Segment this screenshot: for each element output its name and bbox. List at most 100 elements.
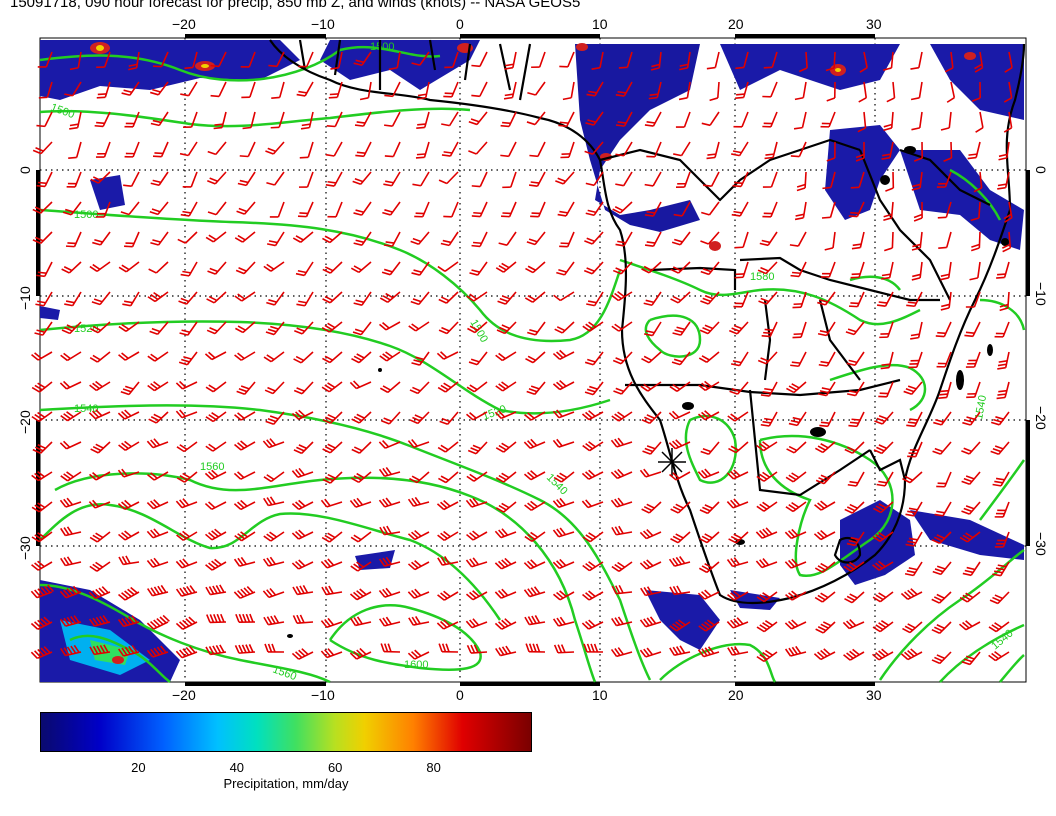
wind-barb bbox=[233, 556, 256, 567]
wind-barb bbox=[320, 617, 343, 628]
wind-barb bbox=[697, 589, 720, 600]
wind-barb bbox=[908, 351, 923, 369]
wind-barb bbox=[814, 591, 836, 603]
wind-barb bbox=[582, 561, 604, 572]
wind-barb bbox=[556, 261, 575, 276]
wind-barb bbox=[471, 231, 488, 248]
wind-barb bbox=[591, 51, 604, 70]
wind-barb bbox=[204, 351, 227, 361]
wind-barb bbox=[268, 51, 285, 68]
wind-barb bbox=[59, 380, 82, 390]
wind-barb bbox=[118, 440, 140, 451]
wind-barb bbox=[437, 590, 459, 601]
wind-barb bbox=[407, 588, 430, 599]
wind-barb bbox=[322, 351, 343, 364]
wind-barb bbox=[436, 619, 459, 630]
wind-barb bbox=[905, 501, 923, 517]
wind-barb bbox=[826, 81, 836, 102]
wind-barb bbox=[264, 643, 285, 653]
wind-barb bbox=[30, 646, 53, 660]
wind-barb bbox=[842, 619, 865, 630]
wind-barb bbox=[60, 526, 82, 537]
wind-barb bbox=[757, 351, 778, 365]
wind-barb bbox=[353, 231, 372, 246]
wind-barb bbox=[726, 498, 749, 509]
wind-barb bbox=[502, 171, 517, 189]
wind-barb bbox=[970, 201, 981, 222]
wind-barb bbox=[439, 411, 459, 425]
wind-barb bbox=[469, 261, 488, 276]
wind-barb bbox=[291, 529, 314, 540]
wind-barb bbox=[36, 171, 53, 188]
wind-barb bbox=[582, 321, 604, 332]
wind-barb bbox=[31, 351, 53, 361]
wind-barb bbox=[581, 410, 604, 421]
wind-barb bbox=[1003, 81, 1013, 103]
wind-barb bbox=[962, 561, 981, 577]
lon-label: 0 bbox=[456, 16, 464, 32]
wind-barb bbox=[147, 381, 169, 392]
wind-barb bbox=[31, 560, 53, 571]
wind-barb bbox=[32, 441, 53, 454]
wind-barb bbox=[146, 557, 169, 568]
axis-bars bbox=[36, 34, 1030, 686]
contour-label: 1560 bbox=[200, 461, 224, 473]
wind-barb bbox=[495, 645, 517, 657]
wind-barb bbox=[880, 351, 894, 370]
wind-barb bbox=[206, 321, 227, 335]
lon-label: −10 bbox=[311, 687, 335, 700]
wind-barb bbox=[531, 51, 546, 69]
wind-barb bbox=[466, 471, 488, 482]
wind-barb bbox=[89, 644, 111, 656]
wind-barb bbox=[328, 81, 343, 99]
wind-barb bbox=[678, 81, 691, 101]
wind-barb bbox=[728, 531, 749, 544]
wind-barb bbox=[38, 81, 53, 99]
wind-barb bbox=[885, 171, 895, 192]
wind-barb bbox=[415, 141, 430, 159]
wind-barb bbox=[846, 531, 865, 547]
wind-barb bbox=[59, 585, 82, 599]
wind-barb bbox=[204, 469, 227, 480]
wind-barb bbox=[762, 201, 778, 218]
wind-barb bbox=[408, 616, 430, 626]
wind-barb bbox=[844, 501, 865, 514]
wind-barb bbox=[813, 529, 836, 541]
wind-barb bbox=[820, 111, 836, 128]
wind-barb bbox=[900, 648, 923, 661]
wind-barb bbox=[503, 81, 517, 100]
wind-barb bbox=[414, 201, 430, 218]
wind-barb bbox=[938, 381, 952, 400]
wind-barb bbox=[792, 321, 807, 339]
wind-barb bbox=[584, 381, 604, 396]
wind-barb bbox=[175, 380, 198, 390]
wind-barb bbox=[504, 51, 517, 70]
wind-barb bbox=[669, 471, 691, 481]
wind-barb bbox=[735, 81, 749, 99]
wind-barb bbox=[586, 81, 604, 97]
map-title: 15091718, 090 hour forecast for precip, … bbox=[10, 0, 581, 11]
wind-barb bbox=[96, 51, 111, 69]
wind-barb bbox=[559, 231, 575, 248]
wind-barb bbox=[610, 497, 633, 508]
wind-barb bbox=[388, 51, 401, 71]
wind-barb bbox=[701, 201, 720, 216]
wind-barb bbox=[120, 381, 140, 396]
wind-barb bbox=[349, 647, 372, 660]
wind-barb bbox=[814, 500, 836, 511]
colorbar-tick-label: 40 bbox=[229, 760, 245, 775]
wind-barb bbox=[611, 290, 633, 302]
wind-barb bbox=[241, 81, 256, 99]
wind-barb bbox=[234, 411, 256, 421]
wind-barb bbox=[62, 201, 82, 216]
wind-barb bbox=[437, 261, 459, 272]
wind-barb bbox=[494, 618, 517, 630]
wind-barb bbox=[903, 381, 923, 396]
wind-barb bbox=[32, 141, 53, 155]
wind-barb bbox=[381, 261, 401, 276]
wind-barb bbox=[728, 321, 749, 335]
wind-barb bbox=[294, 321, 314, 335]
wind-barb bbox=[821, 201, 836, 219]
wind-barb bbox=[700, 291, 720, 305]
wind-barb bbox=[321, 531, 343, 543]
